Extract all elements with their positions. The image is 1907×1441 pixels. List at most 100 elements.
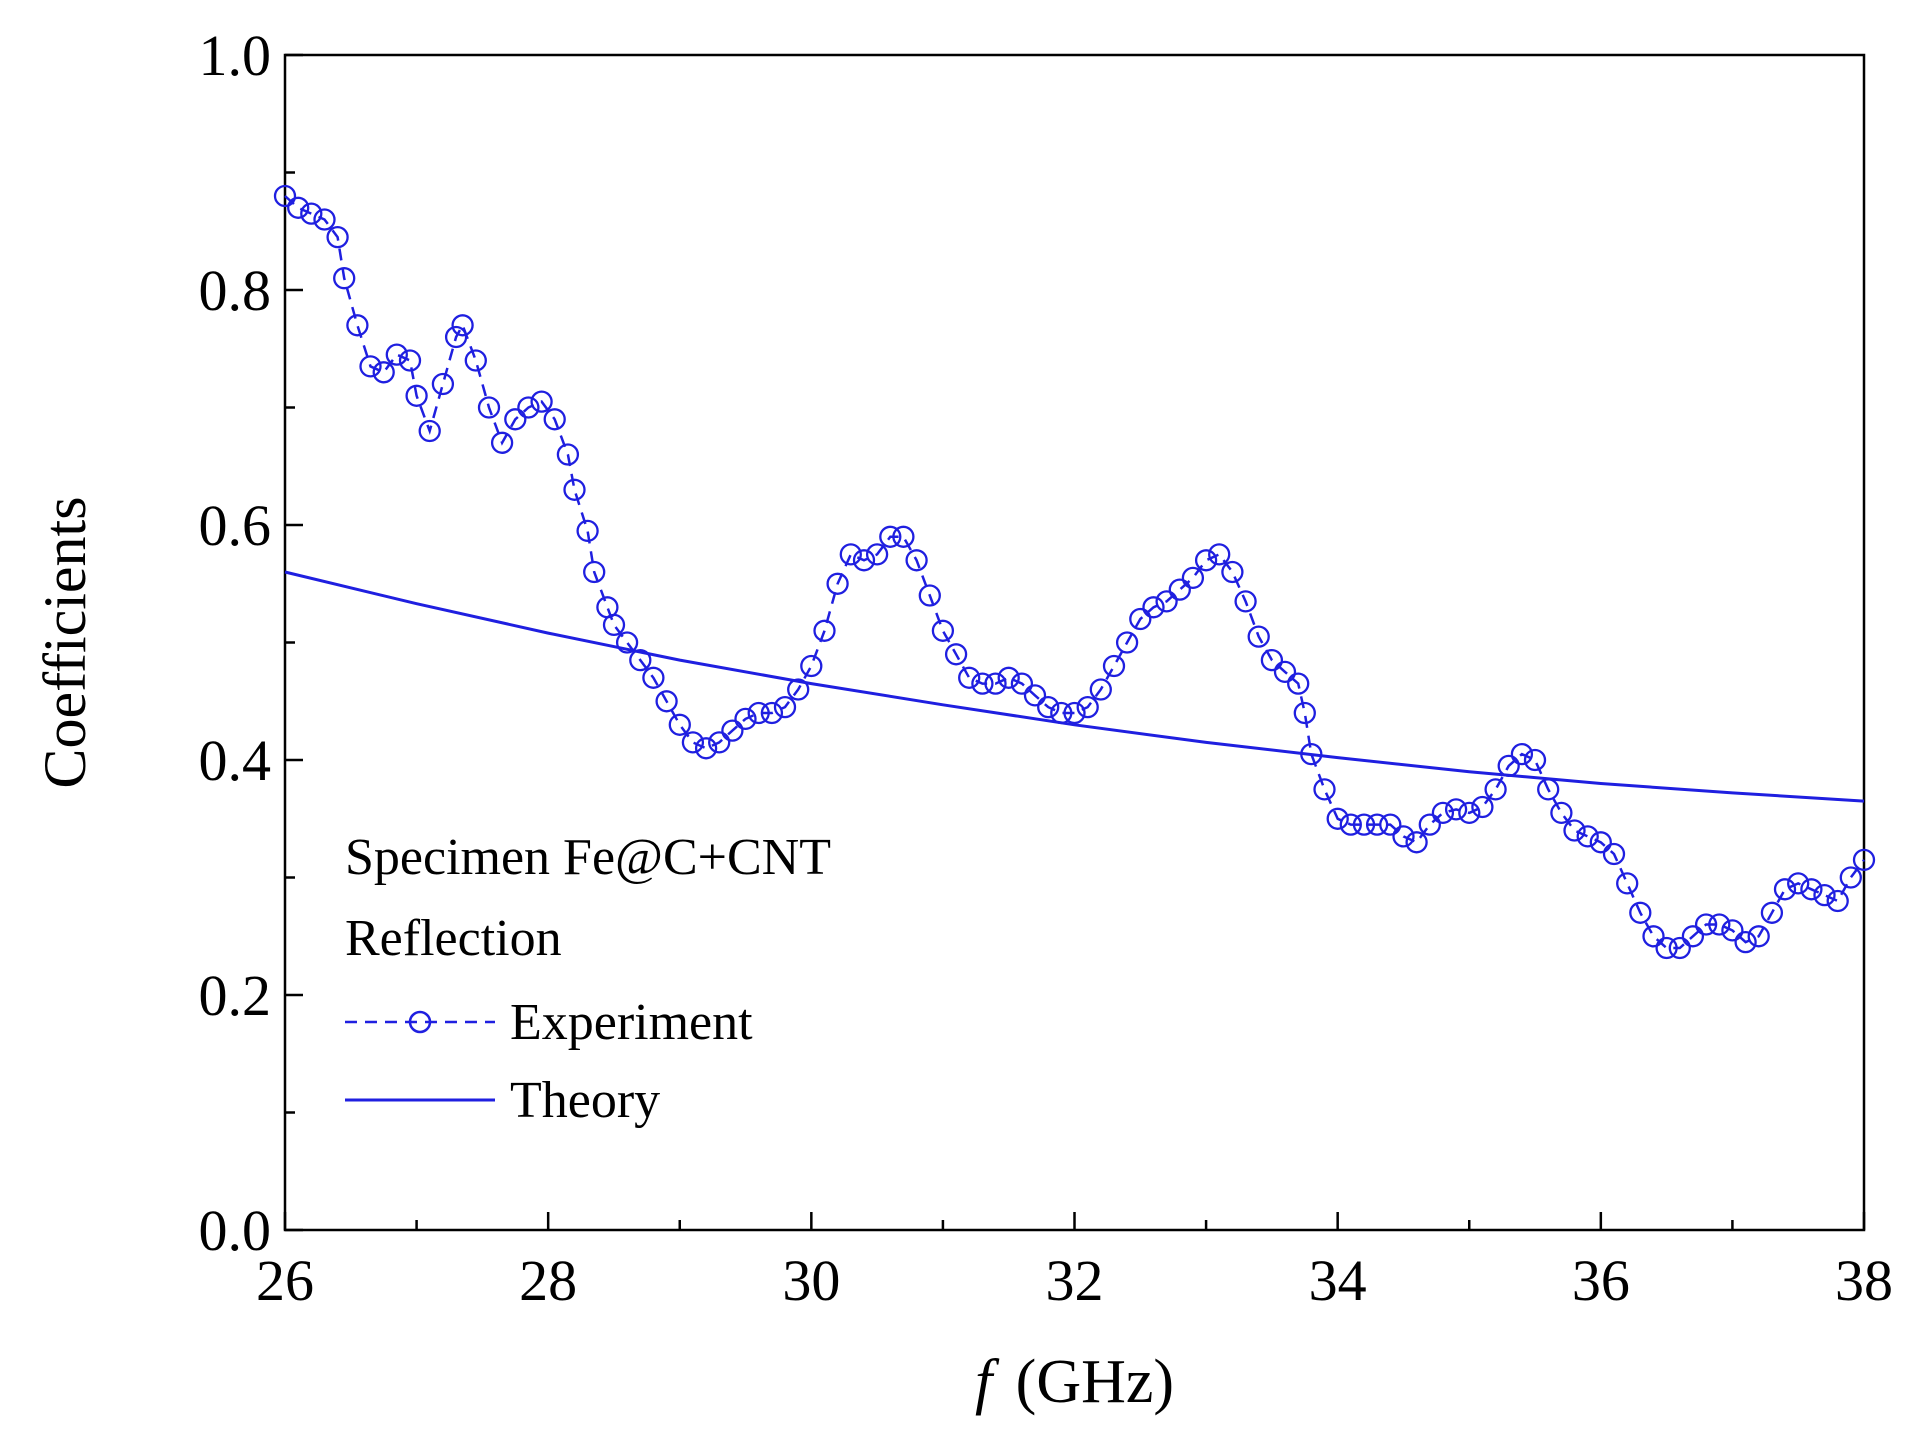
experiment-point	[1221, 560, 1244, 584]
experiment-point	[997, 666, 1020, 689]
x-tick-label: 30	[782, 1248, 840, 1313]
experiment-point	[1602, 842, 1626, 866]
axis-ticks	[283, 53, 1866, 1232]
experiment-point	[879, 525, 902, 548]
experiment-point	[708, 731, 731, 754]
experiment-point	[1537, 778, 1560, 801]
experiment-point	[668, 713, 691, 736]
experiment-point	[418, 419, 441, 443]
experiment-point	[1681, 925, 1705, 948]
experiment-point	[1287, 672, 1310, 695]
experiment-point	[892, 525, 915, 548]
experiment-point	[1826, 889, 1849, 913]
experiment-point	[576, 519, 599, 543]
experiment-point	[530, 390, 553, 413]
experiment-point	[747, 701, 770, 725]
y-tick-label: 1.0	[199, 23, 272, 88]
x-tick-label: 32	[1046, 1248, 1104, 1313]
experiment-point	[1247, 625, 1270, 648]
x-tick-label: 34	[1309, 1248, 1367, 1313]
experiment-point	[1510, 742, 1534, 766]
experiment-point	[464, 349, 487, 372]
legend: Specimen Fe@C+CNT Reflection Experiment …	[345, 829, 831, 1129]
theory-line	[284, 570, 1865, 803]
experiment-point	[1089, 678, 1112, 701]
experiment-point	[504, 408, 527, 431]
experiment-point	[1365, 813, 1389, 836]
legend-experiment-label: Experiment	[510, 994, 753, 1051]
experiment-point	[543, 408, 566, 431]
experiment-point	[1734, 930, 1757, 954]
experiment-point	[1208, 543, 1231, 566]
experiment-markers	[273, 184, 1876, 960]
experiment-point	[839, 543, 862, 566]
experiment-point	[273, 184, 297, 208]
experiment-point	[405, 384, 428, 407]
experiment-point	[1273, 660, 1297, 684]
experiment-point	[444, 325, 468, 349]
experiment-point	[1760, 901, 1784, 924]
y-tick-label: 0.4	[199, 728, 272, 793]
y-tick-label: 0.6	[199, 493, 272, 558]
legend-header-specimen: Specimen Fe@C+CNT	[345, 829, 831, 886]
legend-theory-label: Theory	[510, 1072, 660, 1129]
experiment-point	[1773, 878, 1797, 901]
plot-frame	[283, 53, 1866, 1232]
experiment-point	[372, 361, 395, 384]
experiment-point	[1234, 590, 1257, 613]
x-tick-label: 36	[1572, 1248, 1630, 1313]
experiment-point	[1655, 936, 1678, 960]
y-tick-labels: 0.0 0.2 0.4 0.6 0.8 1.0	[199, 23, 272, 1263]
experiment-point	[1155, 590, 1178, 613]
experiment-point	[1642, 925, 1665, 948]
x-tick-label: 28	[519, 1248, 577, 1313]
experiment-point	[1260, 648, 1284, 672]
experiment-point	[1194, 549, 1218, 572]
experiment-point	[1550, 801, 1573, 825]
experiment-point	[517, 396, 540, 419]
y-tick-label: 0.0	[199, 1198, 272, 1263]
experiment-point	[1694, 913, 1718, 936]
experiment-point	[398, 349, 422, 372]
experiment-point	[681, 731, 705, 754]
experiment-point	[1293, 701, 1316, 725]
experiment-point	[1708, 913, 1731, 936]
y-tick-label: 0.2	[199, 963, 272, 1028]
experiment-point	[1471, 795, 1494, 819]
experiment-point	[1050, 701, 1073, 725]
experiment-point	[563, 478, 586, 501]
legend-experiment-marker	[408, 1010, 432, 1034]
experiment-point	[300, 202, 323, 225]
experiment-point	[333, 267, 356, 290]
experiment-point	[1431, 801, 1455, 825]
experiment-point	[1418, 813, 1441, 836]
experiment-point	[1458, 801, 1481, 825]
experiment-point	[1668, 936, 1691, 960]
y-axis-label: Coefficients	[32, 496, 98, 788]
experiment-point	[984, 672, 1007, 695]
experiment-point	[1629, 901, 1652, 924]
experiment-point	[385, 343, 408, 366]
experiment-point	[1576, 825, 1599, 848]
experiment-point	[1379, 813, 1402, 836]
experiment-point	[1023, 684, 1047, 707]
experiment-point	[1405, 831, 1428, 854]
experiment-point	[346, 314, 369, 337]
experiment-point	[1300, 742, 1323, 766]
experiment-point	[629, 648, 652, 672]
experiment-point	[451, 314, 474, 337]
experiment-point	[287, 196, 310, 219]
x-axis-symbol: f	[975, 1348, 1000, 1416]
experiment-point	[1352, 813, 1376, 836]
x-axis-unit: (GHz)	[1016, 1348, 1174, 1416]
experiment-point	[958, 666, 981, 689]
experiment-point	[1563, 819, 1586, 842]
experiment-point	[787, 678, 810, 701]
experiment-point	[1010, 672, 1034, 695]
experiment-point	[1523, 748, 1547, 772]
experiment-point	[971, 672, 994, 695]
experiment-point	[642, 666, 665, 689]
x-tick-label: 38	[1835, 1248, 1893, 1313]
experiment-point	[1839, 866, 1862, 889]
experiment-point	[826, 572, 849, 595]
